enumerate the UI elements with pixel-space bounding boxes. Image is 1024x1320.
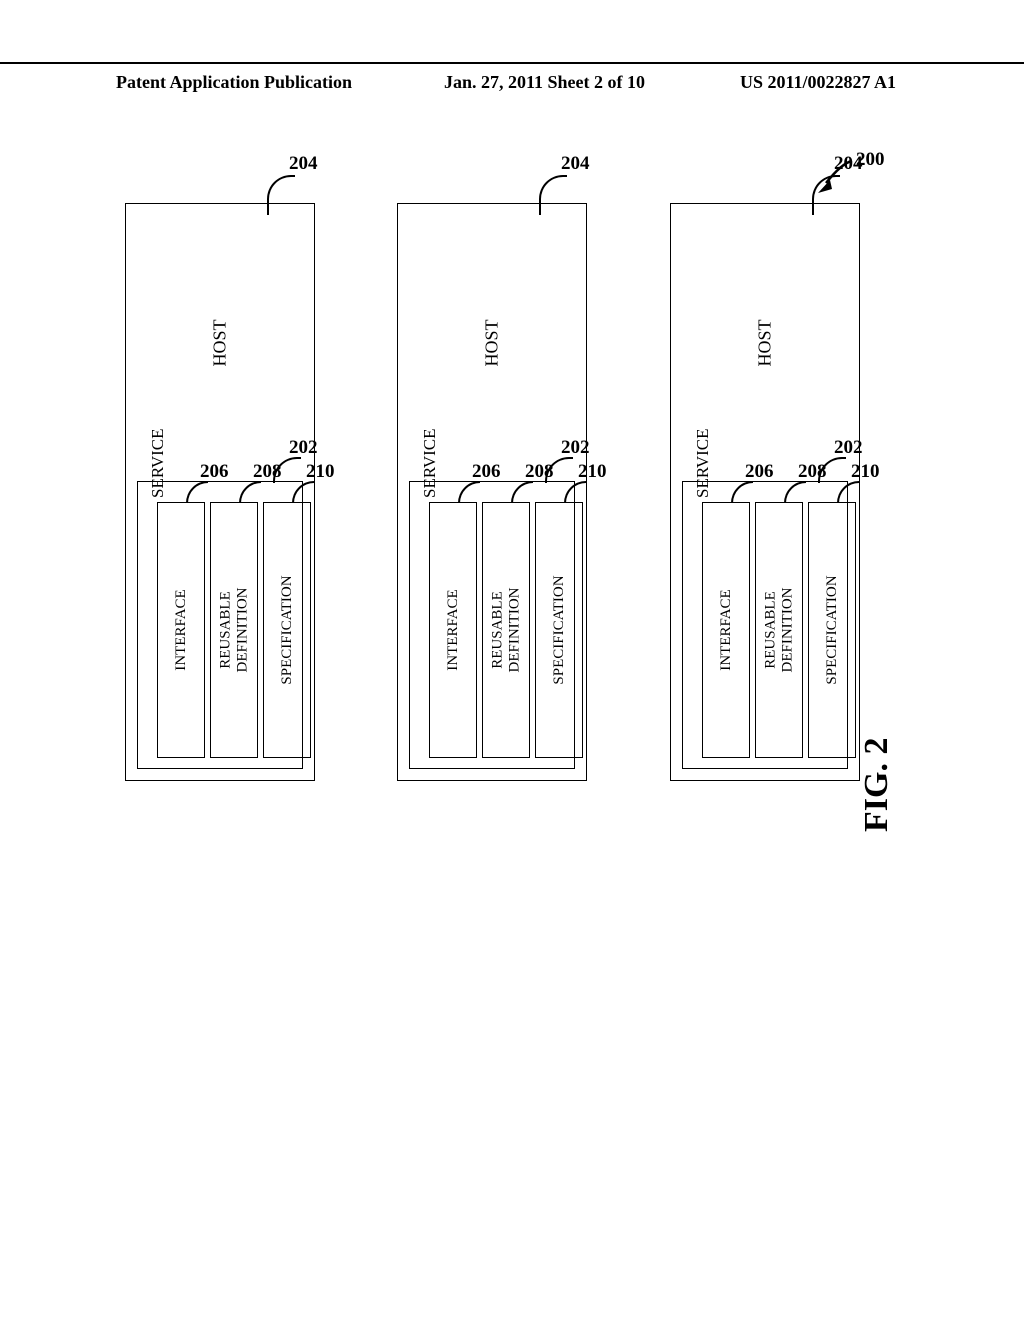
figure-label: FIG. 2: [858, 738, 896, 832]
host-label: HOST: [482, 319, 503, 366]
ref-204: 204: [834, 153, 863, 175]
ref-202: 202: [561, 437, 590, 459]
ref-208: 208: [253, 461, 282, 483]
inner-box: INTERFACE: [157, 502, 205, 758]
inner-box: SPECIFICATION: [808, 502, 856, 758]
service-label: SERVICE: [148, 429, 168, 498]
host-label: HOST: [755, 319, 776, 366]
ref-208: 208: [798, 461, 827, 483]
ref-204: 204: [289, 153, 318, 175]
inner-label: SPECIFICATION: [551, 575, 568, 684]
ref-206: 206: [472, 461, 501, 483]
header-left: Patent Application Publication: [116, 72, 352, 93]
service-label: SERVICE: [420, 429, 440, 498]
service-label: SERVICE: [693, 429, 713, 498]
inner-box: SPECIFICATION: [535, 502, 583, 758]
inner-label: SPECIFICATION: [279, 575, 296, 684]
inner-label: INTERFACE: [718, 589, 735, 670]
inner-box: REUSABLEDEFINITION: [482, 502, 530, 758]
ref-206: 206: [200, 461, 229, 483]
ref-210: 210: [578, 461, 607, 483]
inner-label: SPECIFICATION: [824, 575, 841, 684]
service-box: SERVICEINTERFACEREUSABLEDEFINITIONSPECIF…: [409, 481, 575, 769]
header-center: Jan. 27, 2011 Sheet 2 of 10: [444, 72, 645, 93]
ref-210: 210: [306, 461, 335, 483]
inner-box: INTERFACE: [702, 502, 750, 758]
ref-202: 202: [834, 437, 863, 459]
header-rule: [0, 62, 1024, 64]
inner-box: SPECIFICATION: [263, 502, 311, 758]
inner-box: REUSABLEDEFINITION: [755, 502, 803, 758]
inner-box: REUSABLEDEFINITION: [210, 502, 258, 758]
inner-box: INTERFACE: [429, 502, 477, 758]
service-box: SERVICEINTERFACEREUSABLEDEFINITIONSPECIF…: [682, 481, 848, 769]
inner-label: INTERFACE: [445, 589, 462, 670]
header-right: US 2011/0022827 A1: [740, 72, 896, 93]
inner-label: REUSABLEDEFINITION: [763, 588, 796, 673]
inner-label: REUSABLEDEFINITION: [218, 588, 251, 673]
service-box: SERVICEINTERFACEREUSABLEDEFINITIONSPECIF…: [137, 481, 303, 769]
ref-202: 202: [289, 437, 318, 459]
ref-204: 204: [561, 153, 590, 175]
ref-206: 206: [745, 461, 774, 483]
inner-label: REUSABLEDEFINITION: [490, 588, 523, 673]
ref-208: 208: [525, 461, 554, 483]
ref-210: 210: [851, 461, 880, 483]
host-label: HOST: [210, 319, 231, 366]
diagram: 200 204HOST202SERVICEINTERFACEREUSABLEDE…: [110, 155, 900, 785]
inner-label: INTERFACE: [173, 589, 190, 670]
